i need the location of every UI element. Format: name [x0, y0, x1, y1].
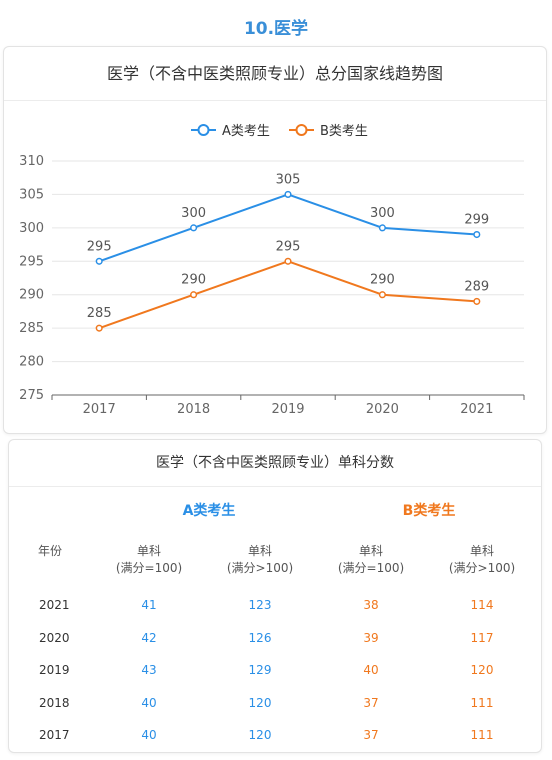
legend-marker	[197, 124, 210, 136]
data-label: 290	[181, 273, 206, 288]
x-tick-label: 2017	[83, 402, 116, 417]
cell-b-sub2: 111	[470, 728, 494, 742]
data-label: 299	[464, 213, 489, 228]
data-point	[378, 291, 386, 299]
page-title: 10.医学	[243, 19, 309, 39]
col-label-line1: 单科	[469, 544, 494, 558]
cell-a-sub2: 126	[248, 630, 272, 645]
data-point	[190, 224, 198, 232]
data-label: 295	[87, 239, 112, 254]
col-a-sub1-header: 单科 (满分=100)	[94, 543, 204, 577]
cell-b-sub2: 120	[470, 663, 494, 677]
col-a-sub2-header: 单科 (满分>100)	[205, 543, 315, 577]
y-tick-label: 275	[19, 388, 44, 403]
group-a-header: A类考生	[182, 503, 236, 519]
cell-a-sub1: 43	[141, 663, 157, 677]
legend-marker	[295, 124, 308, 136]
col-year-header: 年份	[9, 543, 105, 560]
col-b-sub1-header: 单科 (满分=100)	[316, 543, 426, 577]
x-tick-label: 2019	[271, 402, 304, 417]
data-point	[190, 291, 198, 299]
data-label: 289	[464, 279, 489, 294]
data-label: 300	[181, 206, 206, 221]
group-b-header: B类考生	[402, 503, 456, 519]
y-tick-label: 305	[19, 187, 44, 202]
data-label: 300	[370, 206, 395, 221]
cell-b-sub1: 37	[363, 695, 379, 710]
col-b-sub2-header: 单科 (满分>100)	[427, 543, 537, 577]
cell-b-sub1: 40	[363, 663, 379, 677]
col-label-line1: 单科	[247, 544, 272, 558]
data-point	[95, 324, 103, 332]
legend-label: B类考生	[320, 124, 368, 139]
y-tick-label: 290	[19, 288, 44, 303]
cell-a-sub2: 129	[248, 663, 272, 677]
cell-year: 2017	[39, 728, 70, 742]
x-tick-label: 2020	[366, 402, 399, 417]
col-label-line2: (满分>100)	[448, 561, 516, 575]
data-label: 285	[87, 306, 112, 321]
cell-b-sub2: 114	[470, 598, 494, 612]
col-label-line2: (满分=100)	[337, 561, 405, 575]
y-tick-label: 280	[19, 355, 44, 370]
cell-a-sub2: 120	[248, 728, 272, 742]
cell-b-sub2: 117	[470, 630, 494, 645]
col-label-line2: (满分>100)	[226, 561, 294, 575]
x-tick-label: 2021	[460, 402, 493, 417]
chart-card: 医学（不含中医类照顾专业）总分国家线趋势图 275 280 285 290 295 300…	[3, 46, 547, 434]
legend-label: A类考生	[222, 124, 270, 139]
data-point	[284, 257, 292, 265]
data-point	[473, 297, 481, 305]
data-point	[284, 190, 292, 198]
cell-a-sub1: 42	[141, 630, 157, 645]
line-chart: 275 280 285 290 295 300 305 310 2017 2018 2019 2020…	[19, 124, 525, 417]
cell-a-sub2: 123	[248, 598, 272, 612]
y-tick-label: 300	[19, 221, 44, 236]
cell-year: 2018	[39, 695, 70, 710]
data-label: 305	[276, 172, 301, 187]
score-table-card: 医学（不含中医类照顾专业）单科分数 A类考生 B类考生 年份 单科 (满分=10…	[8, 439, 542, 753]
cell-year: 2020	[39, 630, 70, 645]
col-label-line1: 单科	[136, 544, 161, 558]
cell-a-sub1: 40	[141, 728, 157, 742]
y-tick-label: 285	[19, 321, 44, 336]
col-label-line2: (满分=100)	[115, 561, 183, 575]
cell-b-sub1: 39	[363, 630, 379, 645]
cell-year: 2019	[39, 663, 70, 677]
data-point	[378, 224, 386, 232]
data-point	[95, 257, 103, 265]
cell-year: 2021	[39, 598, 70, 612]
table-title: 医学（不含中医类照顾专业）单科分数	[9, 440, 541, 487]
chart-title: 医学（不含中医类照顾专业）总分国家线趋势图	[4, 47, 546, 101]
cell-a-sub1: 40	[141, 695, 157, 710]
col-year-label: 年份	[37, 544, 62, 558]
data-label: 295	[276, 239, 301, 254]
cell-a-sub1: 41	[141, 598, 157, 612]
y-tick-label: 295	[19, 254, 44, 269]
data-label: 290	[370, 273, 395, 288]
y-tick-label: 310	[19, 154, 44, 169]
cell-b-sub1: 38	[363, 598, 379, 612]
col-label-line1: 单科	[358, 544, 383, 558]
x-tick-label: 2018	[177, 402, 210, 417]
cell-a-sub2: 120	[248, 695, 272, 710]
cell-b-sub1: 37	[363, 728, 379, 742]
cell-b-sub2: 111	[470, 695, 494, 710]
data-point	[473, 230, 481, 239]
